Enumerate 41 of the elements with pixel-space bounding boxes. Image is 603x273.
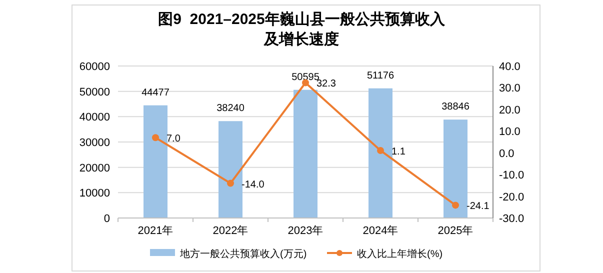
data-label: 7.0: [166, 134, 181, 145]
point: [377, 146, 384, 154]
point: [227, 180, 234, 187]
bar: [368, 88, 392, 218]
x-tick-label: 2022年: [212, 225, 248, 237]
y-tick-label: 60000: [79, 61, 110, 73]
bar: [294, 90, 318, 218]
data-label: 38846: [442, 102, 470, 113]
data-label: -14.0: [242, 179, 265, 190]
data-label: 32.3: [316, 78, 336, 90]
y2-tick-label: -20.0: [499, 191, 524, 204]
y2-tick-label: 30.0: [499, 82, 520, 95]
point: [452, 202, 459, 209]
bar: [144, 105, 168, 218]
y2-tick-label: 10.0: [499, 126, 520, 138]
y-tick-label: 20000: [79, 162, 110, 174]
bar: [444, 120, 468, 218]
legend-label: 收入比上年增长(%): [357, 248, 443, 260]
x-tick-label: 2023年: [288, 225, 324, 237]
y2-tick-label: 20.0: [499, 104, 520, 116]
x-tick-label: 2021年: [138, 225, 174, 237]
y-tick-label: 50000: [79, 86, 110, 98]
legend-label: 地方一般公共预算收入(万元): [179, 248, 307, 260]
data-label: 51176: [366, 70, 394, 82]
y-tick-label: 0: [104, 213, 110, 225]
point: [152, 134, 159, 142]
chart-title: 图9 2021–2025年巍山县一般公共预算收入及增长速度: [158, 11, 446, 48]
x-tick-label: 2025年: [438, 225, 474, 237]
y2-tick-label: 0.0: [499, 148, 514, 160]
y2-tick-label: -10.0: [499, 170, 524, 182]
data-label: 44477: [142, 87, 170, 98]
y-tick-label: 10000: [79, 188, 110, 200]
data-label: -24.1: [466, 201, 490, 212]
data-label: 38240: [216, 103, 245, 114]
y-tick-label: 40000: [79, 112, 110, 124]
data-label: 1.1: [392, 146, 406, 158]
y-tick-label: 30000: [79, 137, 110, 149]
y2-tick-label: 40.0: [499, 61, 520, 73]
y2-tick-label: -30.0: [499, 213, 524, 225]
x-tick-label: 2024年: [362, 225, 398, 237]
bar: [218, 121, 242, 218]
